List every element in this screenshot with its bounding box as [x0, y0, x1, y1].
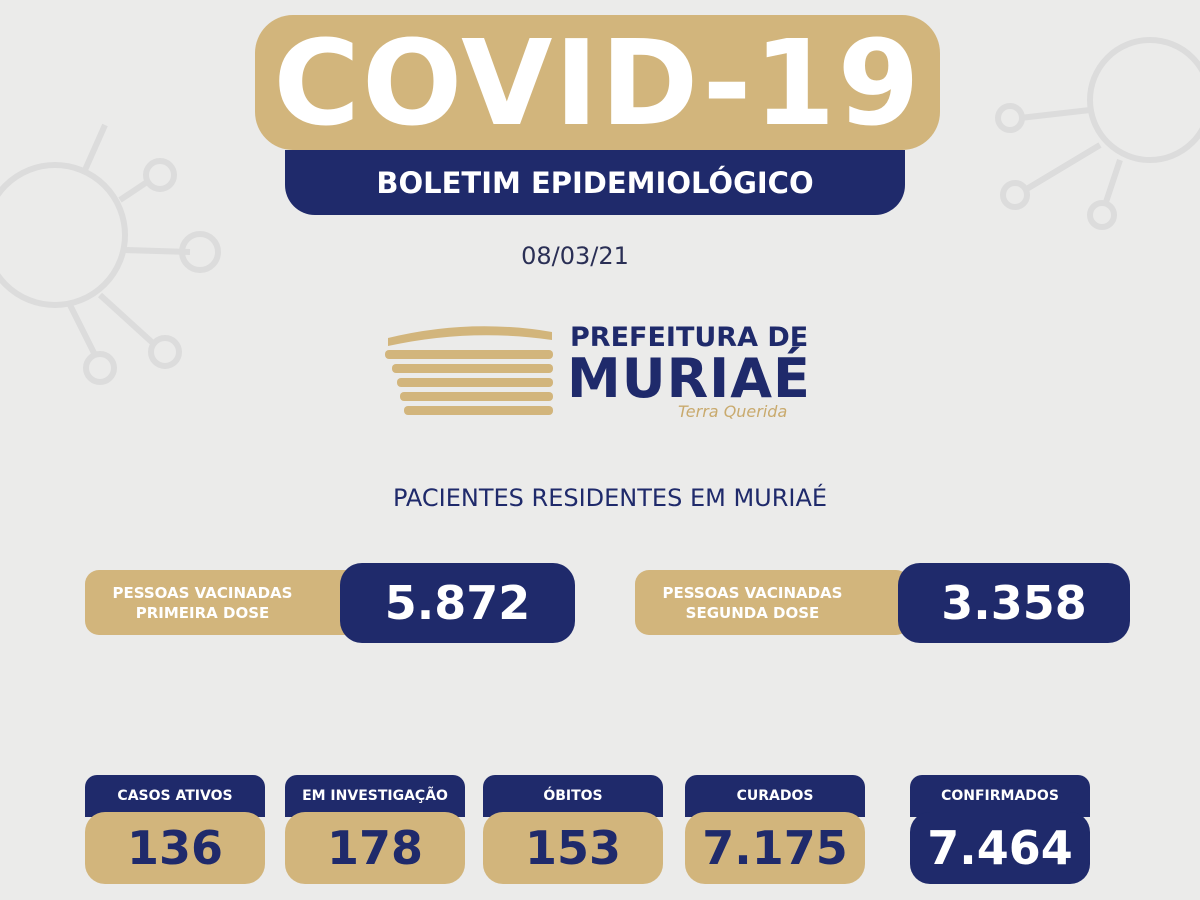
section-title: PACIENTES RESIDENTES EM MURIAÉ: [392, 484, 828, 512]
stat-label: CONFIRMADOS: [910, 775, 1090, 817]
subtitle: BOLETIM EPIDEMIOLÓGICO: [285, 150, 905, 215]
stat-label: CURADOS: [685, 775, 865, 817]
stat-value: 136: [85, 812, 265, 884]
logo-mark: [385, 326, 553, 415]
vaccine-label: PESSOAS VACINADAS PRIMEIRA DOSE: [85, 570, 360, 635]
stat-value: 178: [285, 812, 465, 884]
label-line: SEGUNDA DOSE: [685, 603, 820, 622]
logo-line: PREFEITURA DE: [570, 322, 809, 353]
logo-name: MURIAÉ: [567, 347, 811, 410]
label-line: PESSOAS VACINADAS: [112, 583, 293, 602]
logo-tagline: Terra Querida: [678, 402, 788, 421]
label-line: PESSOAS VACINADAS: [662, 583, 843, 602]
stat-value: 153: [483, 812, 663, 884]
vaccine-value: 5.872: [340, 563, 575, 643]
stat-value: 7.175: [685, 812, 865, 884]
stat-label: CASOS ATIVOS: [85, 775, 265, 817]
date: 08/03/21: [521, 242, 629, 270]
title: COVID-19: [255, 14, 940, 152]
vaccine-value: 3.358: [898, 563, 1130, 643]
stat-label: ÓBITOS: [483, 775, 663, 817]
stat-label: EM INVESTIGAÇÃO: [285, 775, 465, 817]
stat-value: 7.464: [910, 812, 1090, 884]
label-line: PRIMEIRA DOSE: [135, 603, 270, 622]
vaccine-label: PESSOAS VACINADAS SEGUNDA DOSE: [635, 570, 910, 635]
